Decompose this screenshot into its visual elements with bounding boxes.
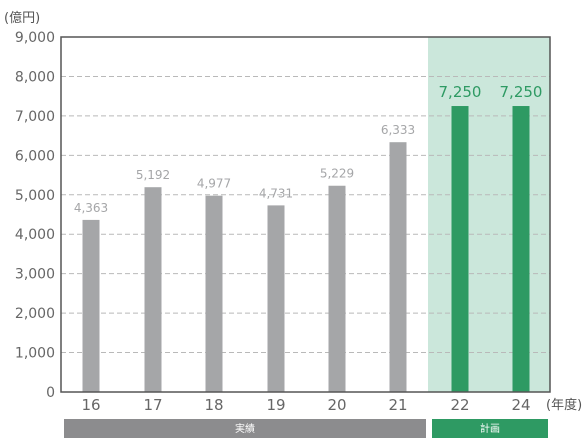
plot-frame bbox=[60, 36, 551, 393]
value-label-17: 5,192 bbox=[136, 168, 170, 182]
value-label-18: 4,977 bbox=[197, 177, 231, 191]
x-tick-label: 24 bbox=[511, 396, 530, 414]
x-tick-label: 22 bbox=[450, 396, 469, 414]
period-bands: 実績 計画 bbox=[64, 419, 548, 438]
gridlines bbox=[61, 75, 550, 354]
x-tick-label: 16 bbox=[81, 396, 100, 414]
period-band-plan bbox=[432, 419, 548, 438]
bar-24 bbox=[512, 106, 530, 393]
x-tick-label: 19 bbox=[266, 396, 285, 414]
y-tick-label: 9,000 bbox=[15, 30, 55, 46]
y-tick-label: 2,000 bbox=[15, 306, 55, 322]
y-tick-label: 3,000 bbox=[15, 267, 55, 283]
period-band-label: 計画 bbox=[480, 422, 500, 435]
bar-16 bbox=[82, 219, 100, 392]
value-labels: 4,363 5,192 4,977 4,731 5,229 6,333 7,250 7,250 bbox=[74, 83, 543, 215]
bar-17 bbox=[144, 187, 162, 392]
x-tick-label: 18 bbox=[204, 396, 223, 414]
y-tick-label: 1,000 bbox=[15, 346, 55, 362]
y-tick-labels: 0 1,000 2,000 3,000 4,000 5,000 6,000 7,000 8,00… bbox=[15, 30, 55, 401]
value-label-21: 6,333 bbox=[381, 123, 415, 137]
y-unit-label: (億円) bbox=[4, 10, 40, 26]
x-tick-label: 20 bbox=[327, 396, 346, 414]
x-axis-suffix-label: (年度) bbox=[546, 397, 582, 413]
bar-20 bbox=[328, 185, 346, 392]
value-label-19: 4,731 bbox=[259, 186, 293, 200]
period-band-actual bbox=[64, 419, 426, 438]
bar-21 bbox=[389, 142, 407, 392]
period-band-label: 実績 bbox=[235, 422, 255, 435]
y-tick-label: 4,000 bbox=[15, 227, 55, 243]
bar-18 bbox=[205, 195, 223, 392]
value-label-20: 5,229 bbox=[320, 167, 354, 181]
y-tick-label: 0 bbox=[46, 385, 55, 401]
x-tick-label: 17 bbox=[143, 396, 162, 414]
bar-19 bbox=[267, 205, 285, 392]
value-label-24: 7,250 bbox=[500, 83, 543, 101]
y-tick-label: 6,000 bbox=[15, 148, 55, 164]
bars bbox=[82, 106, 530, 393]
y-tick-label: 8,000 bbox=[15, 69, 55, 85]
x-tick-label: 21 bbox=[388, 396, 407, 414]
bar-22 bbox=[451, 106, 469, 393]
y-tick-label: 7,000 bbox=[15, 109, 55, 125]
value-label-22: 7,250 bbox=[439, 83, 482, 101]
plan-period-background bbox=[428, 37, 550, 392]
y-tick-label: 5,000 bbox=[15, 188, 55, 204]
value-label-16: 4,363 bbox=[74, 201, 108, 215]
x-tick-labels: 16 17 18 19 20 21 22 24 bbox=[81, 396, 530, 414]
